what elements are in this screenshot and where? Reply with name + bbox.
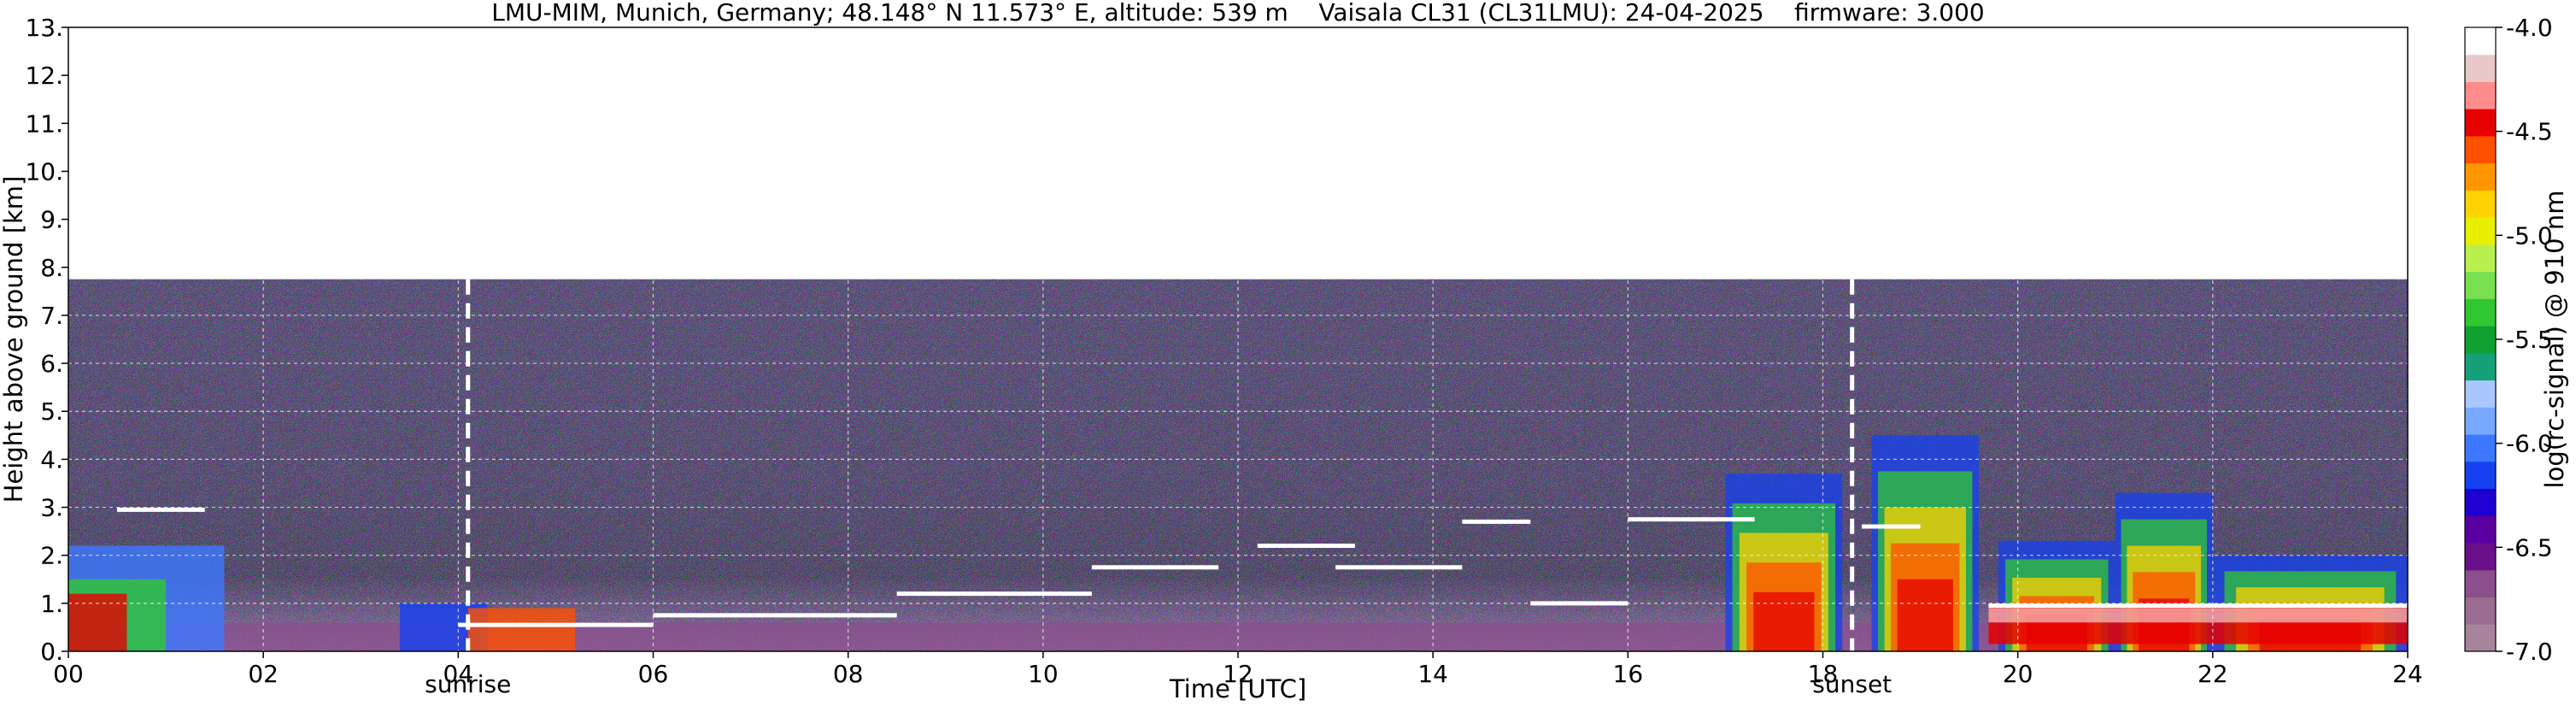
colorbar-segment	[2465, 488, 2496, 516]
sunrise-label: sunrise	[425, 670, 511, 698]
colorbar-segment	[2465, 135, 2496, 164]
colorbar-tick-label: -7.0	[2506, 638, 2553, 666]
x-tick-label: 04	[443, 660, 474, 688]
colorbar-segment	[2465, 162, 2496, 191]
plot-area	[68, 27, 2408, 651]
colorbar-tick-label: -4.5	[2506, 118, 2553, 146]
x-axis-label: Time [UTC]	[1169, 674, 1306, 703]
morning-layer	[68, 593, 127, 651]
colorbar-segment	[2465, 298, 2496, 327]
y-tick-label: 3.	[40, 494, 63, 522]
colorbar-segment	[2465, 624, 2496, 652]
y-tick-label: 12.	[25, 62, 63, 90]
sunset-label: sunset	[1812, 670, 1892, 698]
x-tick-label: 22	[2198, 660, 2228, 688]
x-tick-label: 24	[2392, 660, 2423, 688]
evening-layer-core	[1988, 608, 2408, 623]
y-tick-label: 13.	[25, 14, 63, 42]
y-axis-label: Height above ground [km]	[0, 176, 28, 503]
x-tick-label: 06	[638, 660, 669, 688]
y-tick-label: 8.	[40, 254, 63, 282]
y-tick-label: 0.	[40, 638, 63, 666]
colorbar-segment	[2465, 27, 2496, 56]
colorbar-segment	[2465, 461, 2496, 490]
colorbar-segment	[2465, 271, 2496, 299]
convective-cell	[1897, 579, 1953, 651]
colorbar-segment	[2465, 109, 2496, 137]
colorbar-segment	[2465, 434, 2496, 462]
x-tick-label: 14	[1417, 660, 1448, 688]
colorbar-segment	[2465, 326, 2496, 354]
colorbar-segment	[2465, 54, 2496, 82]
colorbar-segment	[2465, 352, 2496, 381]
colorbar: -7.0 -6.5 -6.0 -5.5 -5.0 -4.5 -4.0	[2464, 14, 2553, 666]
colorbar-segment	[2465, 379, 2496, 408]
colorbar-segment	[2465, 407, 2496, 435]
colorbar-label: log(rc-signal) @ 910 nm	[2540, 191, 2569, 489]
x-axis: 00 02 04 06 08 10 12 14 16 18 20 22 24	[53, 651, 2423, 688]
chart-title: LMU-MIM, Munich, Germany; 48.148° N 11.5…	[491, 0, 1985, 26]
x-tick-label: 02	[248, 660, 279, 688]
y-tick-label: 2.	[40, 542, 63, 570]
x-tick-label: 10	[1028, 660, 1059, 688]
y-tick-label: 4.	[40, 445, 63, 474]
colorbar-tick-label: -6.0	[2506, 430, 2553, 458]
y-tick-label: 10.	[25, 157, 63, 185]
y-tick-label: 11.	[25, 109, 63, 138]
colorbar-segment	[2465, 244, 2496, 273]
convective-cell	[1753, 591, 1815, 651]
x-tick-label: 16	[1613, 660, 1644, 688]
x-tick-label: 12	[1223, 660, 1253, 688]
y-axis: 0. 1. 2. 3. 4. 5. 6. 7. 8. 9. 10. 11. 12. 13.	[25, 14, 68, 666]
morning-layer	[467, 608, 576, 651]
y-tick-label: 6.	[40, 350, 63, 378]
colorbar-tick-label: -5.0	[2506, 221, 2553, 250]
colorbar-tick-label: -4.0	[2506, 14, 2553, 42]
x-tick-label: 08	[833, 660, 864, 688]
colorbar-segment	[2465, 597, 2496, 625]
colorbar-segment	[2465, 217, 2496, 245]
y-tick-label: 7.	[40, 302, 63, 330]
y-tick-label: 1.	[40, 590, 63, 618]
x-tick-label: 00	[53, 660, 84, 688]
colorbar-segment	[2465, 569, 2496, 598]
x-tick-label: 18	[1808, 660, 1839, 688]
colorbar-segment	[2465, 190, 2496, 218]
y-tick-label: 5.	[40, 397, 63, 426]
colorbar-segment	[2465, 543, 2496, 571]
colorbar-segment	[2465, 515, 2496, 544]
x-tick-label: 20	[2003, 660, 2033, 688]
colorbar-segment	[2465, 81, 2496, 109]
y-tick-label: 9.	[40, 206, 63, 234]
colorbar-tick-label: -6.5	[2506, 533, 2553, 562]
colorbar-tick-label: -5.5	[2506, 326, 2553, 354]
